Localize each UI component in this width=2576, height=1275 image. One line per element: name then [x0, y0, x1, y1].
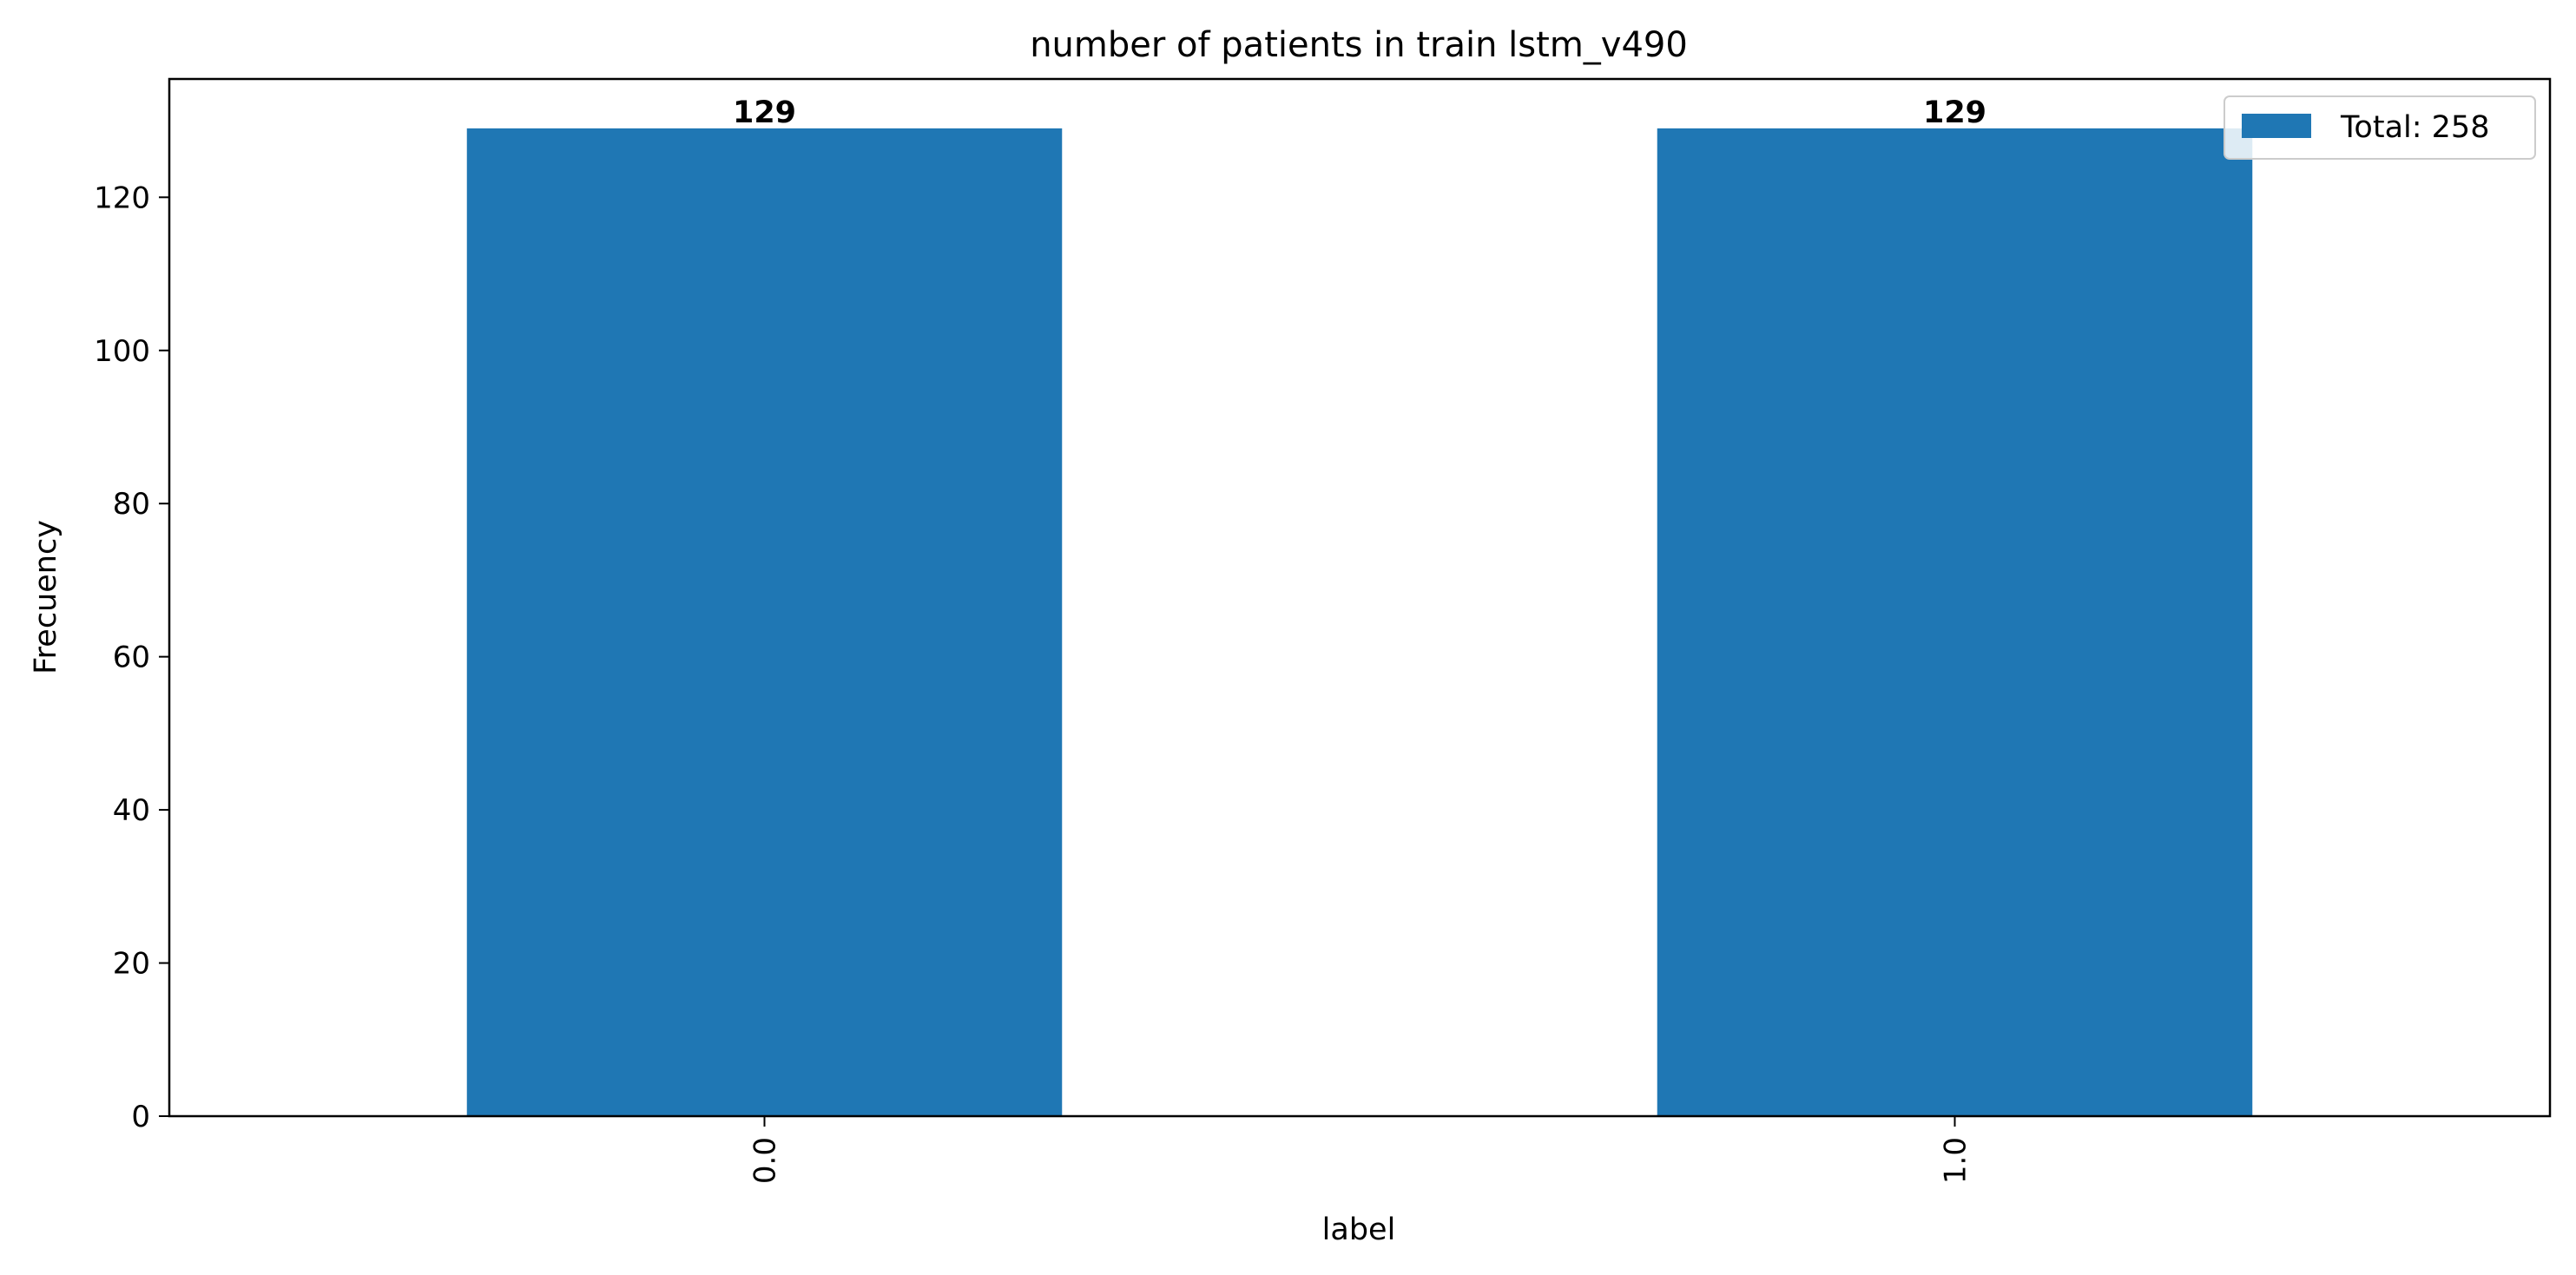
x-tick-label-1.0: 1.0 [1939, 1137, 1973, 1184]
bar-1.0 [1657, 128, 2253, 1116]
bar-0.0 [466, 128, 1063, 1116]
y-tick-label-100: 100 [94, 334, 150, 369]
y-axis-label: Frecuency [29, 520, 63, 674]
data-label-1.0: 129 [1923, 95, 1986, 130]
y-tick-label-120: 120 [94, 181, 150, 215]
legend-entry-label: Total: 258 [2340, 110, 2489, 145]
x-axis-ticks: 0.0 1.0 [748, 1116, 1973, 1184]
y-tick-label-0: 0 [131, 1100, 150, 1134]
legend-swatch [2242, 114, 2311, 138]
data-label-0.0: 129 [733, 95, 796, 130]
legend-box [2224, 95, 2536, 160]
x-tick-label-0.0: 0.0 [748, 1137, 783, 1184]
chart-title: number of patients in train lstm_v490 [1030, 25, 1688, 65]
x-axis-label: label [1322, 1213, 1396, 1247]
y-tick-label-60: 60 [113, 641, 150, 675]
data-labels-group: 129 129 [733, 95, 1986, 130]
y-tick-label-80: 80 [113, 487, 150, 522]
legend: Total: 258 [2224, 95, 2536, 160]
y-tick-label-20: 20 [113, 947, 150, 982]
plot-area-frame [168, 77, 2552, 1118]
y-tick-label-40: 40 [113, 793, 150, 828]
bars-group [466, 128, 2253, 1116]
y-axis-ticks: 0 20 40 60 80 100 120 [94, 181, 169, 1134]
